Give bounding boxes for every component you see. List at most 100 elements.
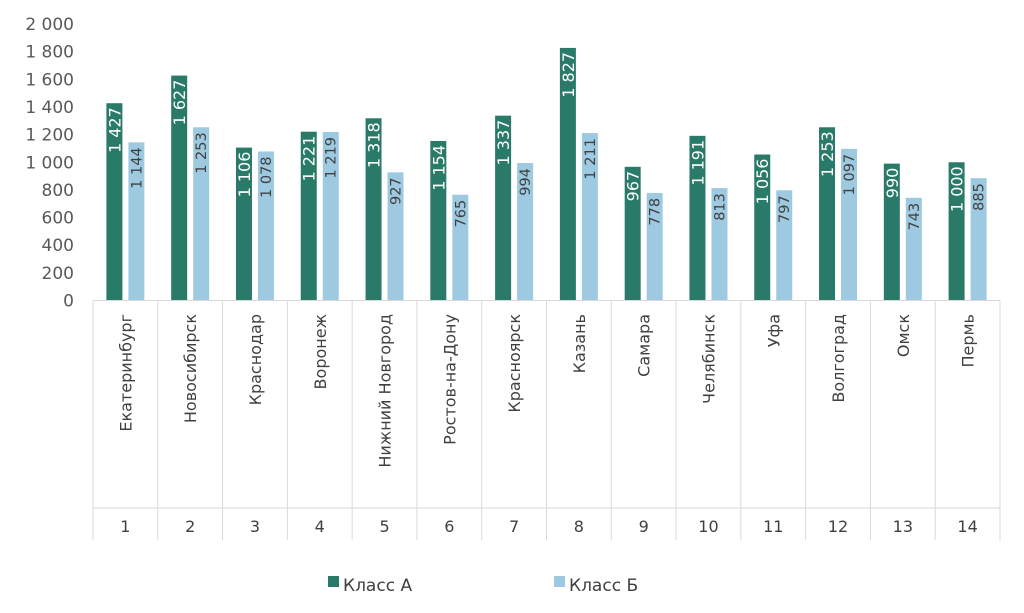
x-rank-label: 2 — [185, 517, 195, 536]
x-category-label: Краснодар — [246, 314, 265, 405]
bars — [106, 47, 987, 301]
x-category-label: Омск — [894, 314, 913, 357]
y-tick-label: 400 — [42, 236, 74, 256]
x-rank-label: 12 — [828, 517, 848, 536]
bar-class-b — [776, 190, 793, 301]
data-label-class-a: 967 — [624, 171, 643, 202]
bar-class-b — [970, 178, 987, 301]
bar-class-b — [711, 188, 728, 301]
bar-class-a — [300, 131, 317, 301]
x-category-label: Ростов-на-Дону — [440, 314, 459, 445]
x-rank-label: 14 — [957, 517, 977, 536]
data-label-class-a: 1 056 — [753, 159, 772, 205]
x-rank-label: 8 — [574, 517, 584, 536]
bar-class-a — [754, 154, 771, 301]
data-label-class-a: 1 253 — [818, 131, 837, 177]
x-rank-label: 4 — [315, 517, 325, 536]
data-label-class-a: 1 191 — [688, 140, 707, 186]
bar-class-b — [905, 197, 922, 301]
x-category-label: Уфа — [764, 314, 783, 347]
bar-class-b — [452, 194, 469, 301]
bar-class-a — [235, 147, 252, 301]
legend-swatch-class-b — [554, 576, 565, 587]
y-tick-label: 1 600 — [25, 70, 74, 90]
bar-class-a — [559, 47, 576, 301]
x-rank-label: 10 — [698, 517, 718, 536]
data-label-class-b: 765 — [453, 200, 469, 228]
data-label-class-b: 797 — [777, 195, 793, 223]
data-label-class-b: 1 219 — [324, 137, 340, 179]
x-category-label: Красноярск — [505, 314, 524, 413]
bar-class-b — [517, 163, 534, 301]
x-rank-label: 6 — [444, 517, 454, 536]
x-category-label: Волгоград — [829, 314, 848, 403]
y-tick-label: 2 000 — [25, 15, 74, 35]
y-tick-label: 1 000 — [25, 153, 74, 173]
x-axis: Екатеринбург 1 Новосибирск 2 Краснодар 3 Ворон… — [92, 300, 1001, 540]
bar-class-a — [430, 140, 447, 301]
x-category-label: Нижний Новгород — [376, 314, 395, 468]
x-category-label: Пермь — [959, 314, 978, 368]
data-label-class-a: 1 337 — [494, 120, 513, 166]
data-label-class-b: 1 211 — [583, 138, 599, 180]
legend-swatch-class-a — [328, 576, 339, 587]
x-category-label: Воронеж — [311, 314, 330, 389]
legend: Класс А Класс Б — [328, 576, 638, 596]
data-label-class-a: 1 154 — [429, 145, 448, 191]
y-axis: 0 200 400 600 800 1 000 1 200 1 400 1 600 1 800 2 … — [25, 15, 74, 312]
x-rank-label: 3 — [250, 517, 260, 536]
y-tick-label: 0 — [63, 292, 74, 312]
data-label-class-a: 1 627 — [170, 80, 189, 126]
data-label-class-b: 813 — [712, 193, 728, 221]
bar-class-b — [387, 172, 404, 301]
data-label-class-b: 994 — [518, 168, 534, 196]
data-label-class-a: 1 106 — [235, 152, 254, 198]
x-category-label: Челябинск — [699, 314, 718, 404]
bar-class-b — [841, 148, 858, 301]
data-label-class-b: 1 253 — [194, 132, 210, 174]
data-label-class-a: 1 318 — [365, 122, 384, 168]
bar-class-a — [819, 127, 836, 301]
bar-labels: 1 427 1 144 1 627 1 253 1 106 1 078 1 221 1 219… — [105, 52, 987, 231]
x-category-label: Казань — [570, 314, 589, 373]
bar-class-b — [193, 127, 210, 301]
y-tick-label: 600 — [42, 209, 74, 229]
data-label-class-a: 990 — [883, 168, 902, 199]
data-label-class-b: 1 078 — [259, 156, 275, 198]
y-tick-label: 1 400 — [25, 98, 74, 118]
y-tick-label: 1 200 — [25, 126, 74, 146]
data-label-class-b: 1 144 — [129, 147, 145, 189]
x-rank-label: 5 — [379, 517, 389, 536]
legend-label-class-a: Класс А — [343, 576, 412, 596]
data-label-class-a: 1 221 — [300, 136, 319, 182]
data-label-class-b: 927 — [389, 177, 405, 205]
x-category-label: Екатеринбург — [116, 314, 135, 432]
bar-class-a — [495, 115, 512, 301]
y-tick-label: 1 800 — [25, 43, 74, 63]
x-category-label: Новосибирск — [181, 314, 200, 423]
bar-class-a — [948, 162, 965, 301]
data-label-class-a: 1 427 — [105, 107, 124, 153]
bar-class-b — [646, 192, 663, 301]
bar-class-b — [581, 133, 598, 301]
bar-class-a — [624, 166, 641, 301]
x-category-label: Самара — [635, 314, 654, 377]
bar-class-a — [365, 118, 382, 301]
bar-class-b — [128, 142, 145, 301]
bar-class-a — [171, 75, 188, 301]
x-rank-label: 1 — [120, 517, 130, 536]
x-rank-label: 11 — [763, 517, 783, 536]
y-tick-label: 200 — [42, 264, 74, 284]
data-label-class-b: 778 — [648, 198, 664, 226]
bar-class-b — [257, 151, 274, 301]
data-label-class-a: 1 000 — [948, 166, 967, 212]
y-tick-label: 800 — [42, 181, 74, 201]
bar-class-a — [883, 163, 900, 301]
x-rank-label: 13 — [893, 517, 913, 536]
bar-class-a — [106, 103, 123, 301]
data-label-class-a: 1 827 — [559, 52, 578, 98]
x-rank-label: 7 — [509, 517, 519, 536]
x-rank-label: 9 — [639, 517, 649, 536]
data-label-class-b: 885 — [972, 183, 988, 211]
